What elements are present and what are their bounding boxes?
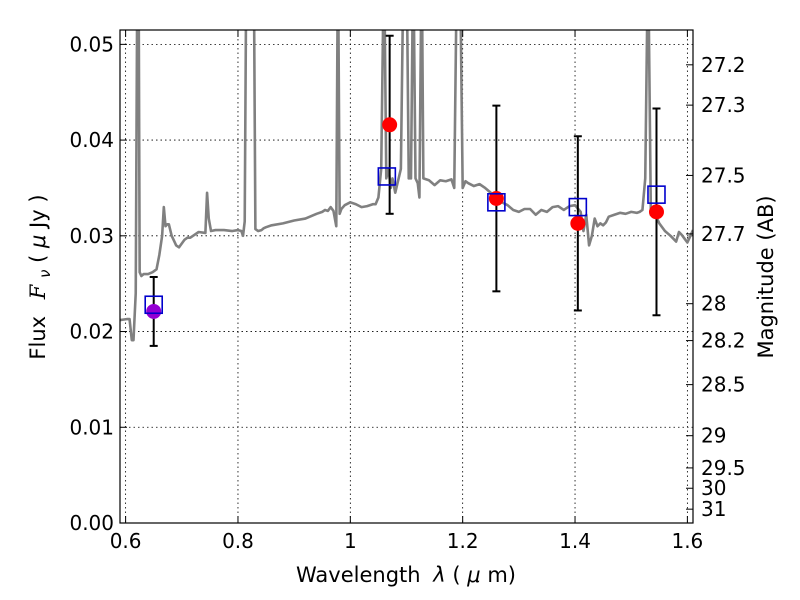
y-tick-label: 0.02 [69, 320, 114, 344]
observed-point-dropout [146, 303, 162, 319]
observed-point [488, 190, 504, 206]
y2-tick-label: 29 [701, 424, 726, 448]
observed-point [648, 204, 664, 220]
y2-tick-label: 31 [701, 497, 726, 521]
x-tick-label: 1.2 [447, 529, 479, 553]
y2-tick-label: 28.2 [701, 329, 746, 353]
y-tick-label: 0.03 [69, 224, 114, 248]
y2-tick-label: 27.2 [701, 53, 746, 77]
x-tick-label: 0.8 [222, 529, 254, 553]
grid [120, 30, 693, 524]
y2-axis-title: Magnitude (AB) [754, 195, 778, 358]
model-photometry-layer [144, 167, 666, 315]
x-tick-label: 1.6 [671, 529, 703, 553]
observed-points-layer [146, 117, 664, 319]
y2-tick-label: 29.5 [701, 456, 746, 480]
error-bars-layer [149, 34, 661, 347]
model-photometry-square [647, 185, 666, 204]
y-axis-title: Flux F ν ( μ Jy ) [26, 194, 55, 359]
x-tick-label: 1 [344, 529, 357, 553]
axis-ticks: 0.6 0.8 1 1.2 1.4 1.6 0.00 0.01 0.02 0.03 0.04 0.05… [69, 30, 746, 553]
x-tick-label: 0.6 [110, 529, 142, 553]
y-tick-label: 0.01 [69, 415, 114, 439]
y2-tick-label: 28.5 [701, 373, 746, 397]
plot-frame [119, 29, 694, 524]
model-photometry-square [377, 167, 397, 186]
y2-tick-label: 27.3 [701, 93, 746, 117]
y2-tick-label: 27.7 [701, 222, 746, 246]
y2-tick-label: 28 [701, 292, 726, 316]
y-tick-label: 0.00 [69, 511, 114, 535]
model-photometry-square [487, 193, 506, 212]
y-tick-label: 0.04 [69, 128, 114, 152]
model-spectrum-layer [120, 30, 693, 342]
x-tick-label: 1.4 [559, 529, 591, 553]
model-photometry-square [568, 197, 588, 217]
y2-tick-label: 27.5 [701, 163, 746, 187]
y-tick-label: 0.05 [69, 32, 114, 56]
observed-point [570, 215, 586, 231]
observed-point [382, 117, 398, 133]
x-axis-title: Wavelength λ ( μ m) [296, 563, 516, 587]
y2-tick-label: 30 [701, 476, 726, 500]
model-spectrum-line [120, 30, 693, 342]
model-photometry-square [144, 295, 164, 315]
